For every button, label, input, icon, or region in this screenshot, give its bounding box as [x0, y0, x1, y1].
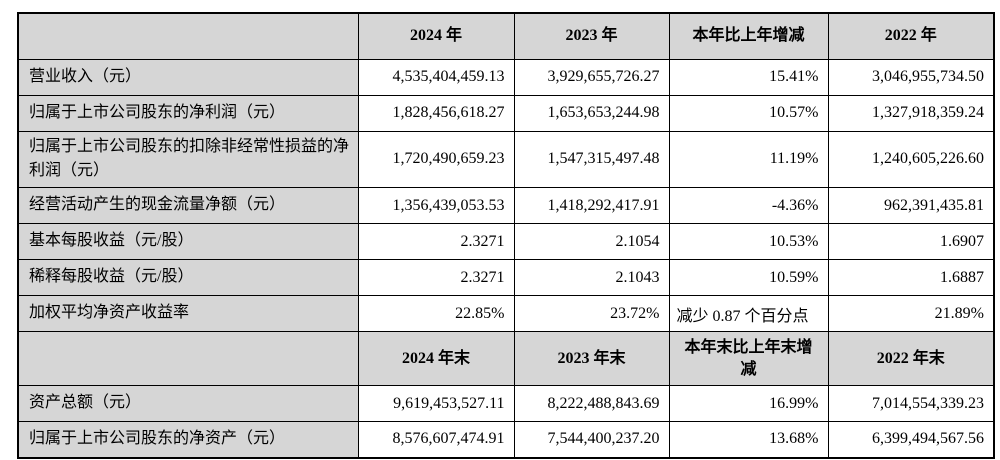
value-2022: 7,014,554,339.23 [827, 385, 995, 423]
row-label: 资产总额（元） [17, 385, 359, 423]
value-2022: 1.6907 [827, 223, 995, 261]
value-2023: 1,653,653,244.98 [513, 94, 670, 132]
value-2023: 2.1054 [513, 223, 670, 261]
value-2022: 21.89% [827, 295, 995, 333]
value-2024: 2.3271 [357, 259, 515, 297]
value-2023: 1,418,292,417.91 [513, 187, 670, 225]
value-2024: 22.85% [357, 295, 515, 333]
row-label: 加权平均净资产收益率 [17, 295, 359, 333]
value-2023: 7,544,400,237.20 [513, 421, 670, 459]
value-change: -4.36% [668, 187, 829, 225]
value-2024: 4,535,404,459.13 [357, 58, 515, 96]
row-label: 归属于上市公司股东的净利润（元） [17, 94, 359, 132]
header-2024-end: 2024 年末 [357, 331, 515, 387]
value-2024: 1,828,456,618.27 [357, 94, 515, 132]
row-label: 经营活动产生的现金流量净额（元） [17, 187, 359, 225]
header-blank-cell [17, 12, 359, 60]
value-2024: 9,619,453,527.11 [357, 385, 515, 423]
table-row-weighted-avg-roe: 加权平均净资产收益率 22.85% 23.72% 减少 0.87 个百分点 21… [17, 295, 995, 333]
header-yoy-change: 本年比上年增减 [668, 12, 829, 60]
value-change: 10.59% [668, 259, 829, 297]
value-change: 10.53% [668, 223, 829, 261]
value-2022: 1,240,605,226.60 [827, 130, 995, 189]
table-row-revenue: 营业收入（元） 4,535,404,459.13 3,929,655,726.2… [17, 58, 995, 96]
value-change: 16.99% [668, 385, 829, 423]
table-row-basic-eps: 基本每股收益（元/股） 2.3271 2.1054 10.53% 1.6907 [17, 223, 995, 261]
value-2023: 1,547,315,497.48 [513, 130, 670, 189]
row-label: 归属于上市公司股东的净资产（元） [17, 421, 359, 459]
table-row-net-profit: 归属于上市公司股东的净利润（元） 1,828,456,618.27 1,653,… [17, 94, 995, 132]
value-2022: 6,399,494,567.56 [827, 421, 995, 459]
value-2023: 8,222,488,843.69 [513, 385, 670, 423]
value-change: 13.68% [668, 421, 829, 459]
header-end-yoy-change: 本年末比上年末增减 [668, 331, 829, 387]
value-change: 15.41% [668, 58, 829, 96]
row-label: 基本每股收益（元/股） [17, 223, 359, 261]
value-2024: 8,576,607,474.91 [357, 421, 515, 459]
row-label: 营业收入（元） [17, 58, 359, 96]
table-row-total-assets: 资产总额（元） 9,619,453,527.11 8,222,488,843.6… [17, 385, 995, 423]
table-header-annual: 2024 年 2023 年 本年比上年增减 2022 年 [17, 12, 995, 60]
row-label: 归属于上市公司股东的扣除非经常性损益的净利润（元） [17, 130, 359, 189]
value-2023: 23.72% [513, 295, 670, 333]
value-change: 11.19% [668, 130, 829, 189]
header-2023-end: 2023 年末 [513, 331, 670, 387]
table-row-operating-cash-flow: 经营活动产生的现金流量净额（元） 1,356,439,053.53 1,418,… [17, 187, 995, 225]
value-2022: 3,046,955,734.50 [827, 58, 995, 96]
header-2022: 2022 年 [827, 12, 995, 60]
table-row-net-assets: 归属于上市公司股东的净资产（元） 8,576,607,474.91 7,544,… [17, 421, 995, 459]
header-2023: 2023 年 [513, 12, 670, 60]
header-2022-end: 2022 年末 [827, 331, 995, 387]
value-2022: 1,327,918,359.24 [827, 94, 995, 132]
header-blank-cell [17, 331, 359, 387]
value-2023: 3,929,655,726.27 [513, 58, 670, 96]
value-2024: 2.3271 [357, 223, 515, 261]
value-2023: 2.1043 [513, 259, 670, 297]
value-2022: 962,391,435.81 [827, 187, 995, 225]
value-2024: 1,720,490,659.23 [357, 130, 515, 189]
value-2024: 1,356,439,053.53 [357, 187, 515, 225]
table-row-diluted-eps: 稀释每股收益（元/股） 2.3271 2.1043 10.59% 1.6887 [17, 259, 995, 297]
table-header-period-end: 2024 年末 2023 年末 本年末比上年末增减 2022 年末 [17, 331, 995, 387]
financial-summary-table-container: 2024 年 2023 年 本年比上年增减 2022 年 营业收入（元） 4,5… [17, 12, 995, 459]
header-2024: 2024 年 [357, 12, 515, 60]
value-change: 10.57% [668, 94, 829, 132]
value-2022: 1.6887 [827, 259, 995, 297]
row-label: 稀释每股收益（元/股） [17, 259, 359, 297]
financial-summary-table: 2024 年 2023 年 本年比上年增减 2022 年 营业收入（元） 4,5… [17, 12, 995, 459]
value-change: 减少 0.87 个百分点 [668, 295, 829, 333]
table-row-net-profit-excl-nonrecurring: 归属于上市公司股东的扣除非经常性损益的净利润（元） 1,720,490,659.… [17, 130, 995, 189]
